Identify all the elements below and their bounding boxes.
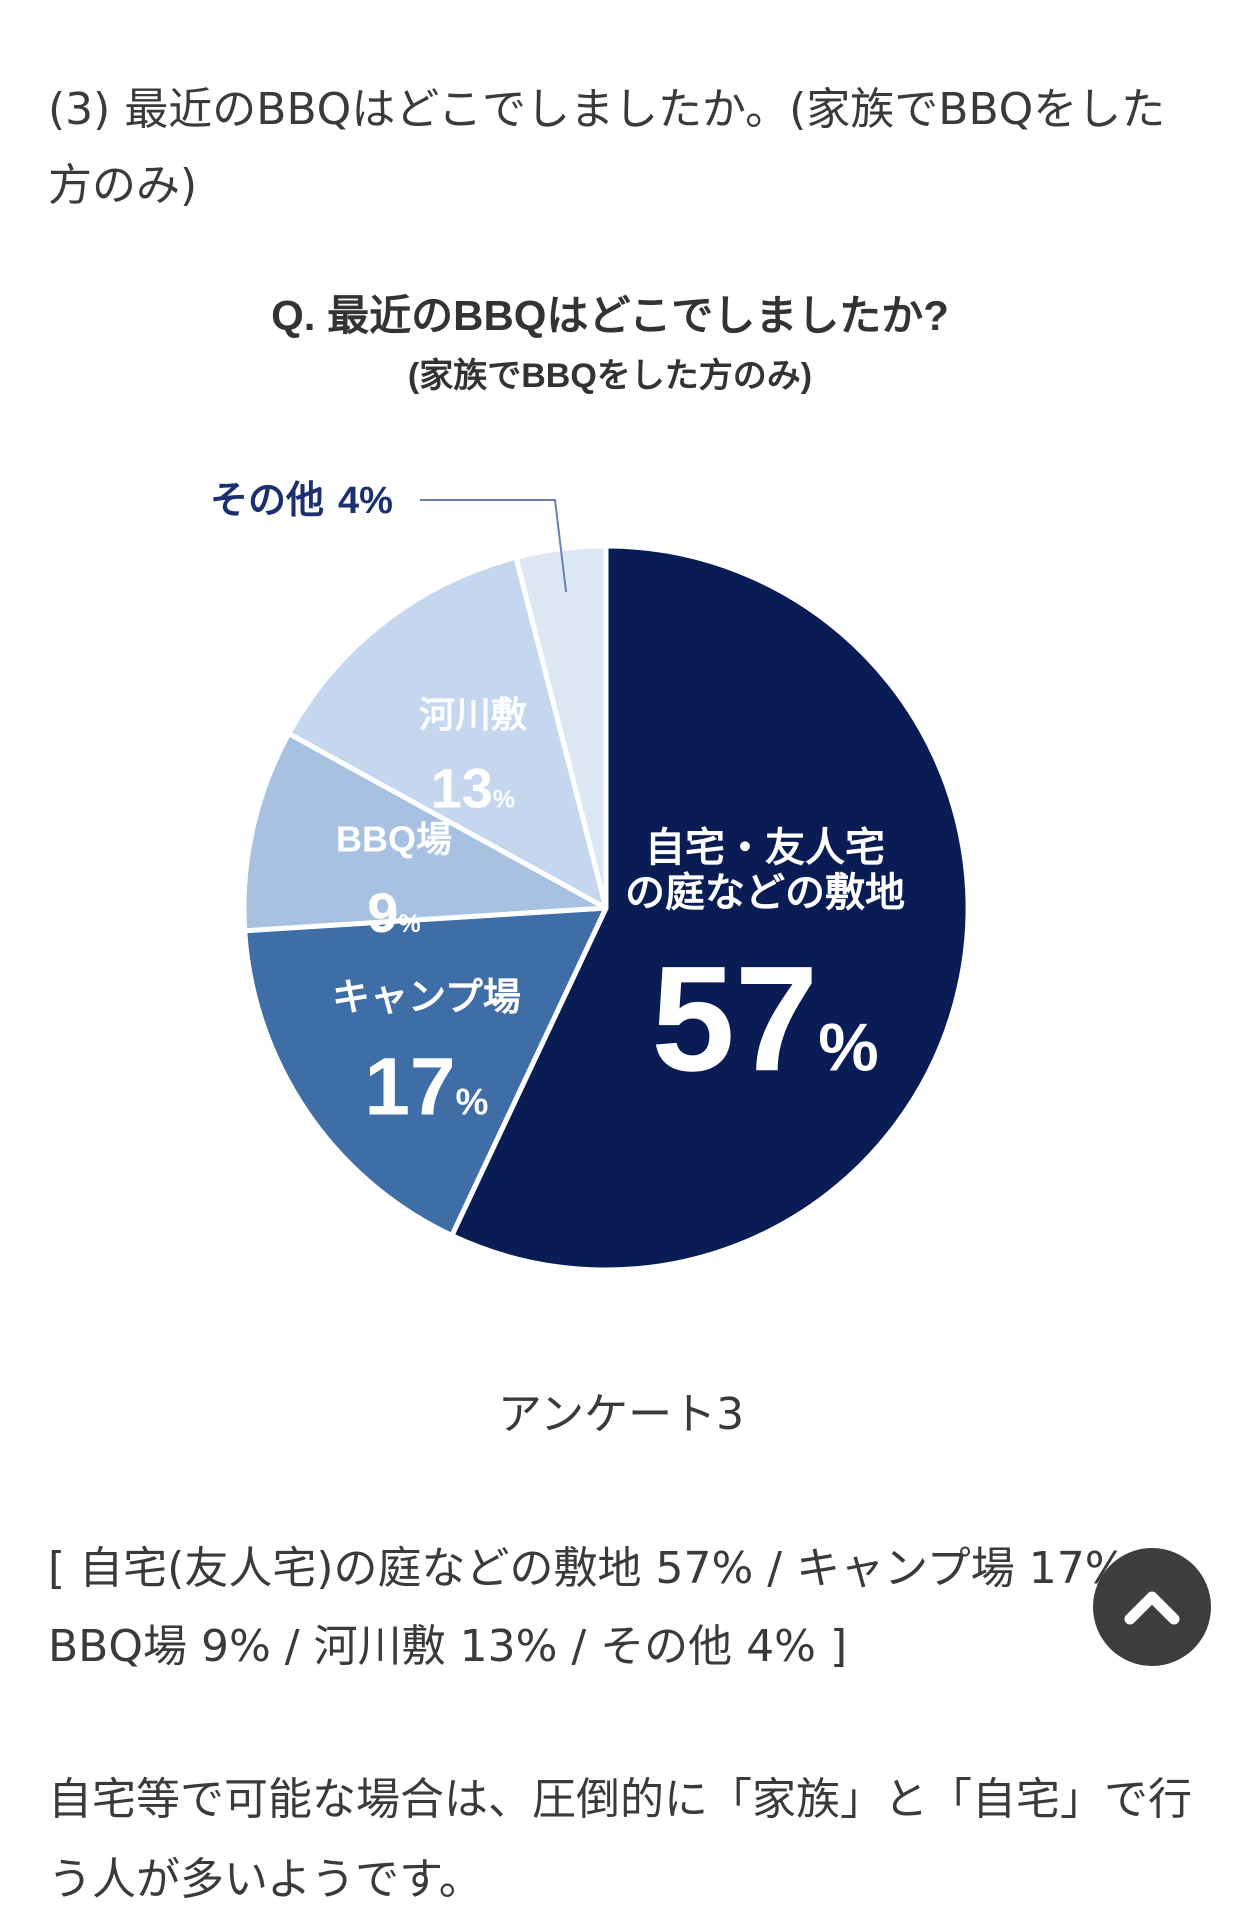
figure-caption: アンケート3 — [497, 1389, 745, 1440]
slice-value: 17% — [364, 1042, 488, 1133]
slice-value: 13% — [431, 757, 516, 820]
slice-value: 4% — [338, 480, 393, 522]
chevron-up-icon — [1124, 1591, 1180, 1625]
chart-subtitle: (家族でBBQをした方のみ) — [408, 357, 812, 395]
slice-label: 河川敷 — [419, 694, 527, 735]
pie-slice — [242, 905, 609, 1239]
slice-label: 自宅・友人宅 — [645, 825, 885, 870]
slice-label: その他 — [210, 480, 324, 522]
leader-line — [420, 499, 568, 593]
intro-text: (3) 最近のBBQはどこでしましたか。(家族でBBQをした方のみ) — [48, 84, 1166, 211]
conclusion-text: 自宅等で可能な場合は、圧倒的に「家族」と「自宅」で行う人が多いようです。 — [48, 1774, 1192, 1905]
results-summary: [ 自宅(友人宅)の庭などの敷地 57% / キャンプ場 17% / BBQ場 … — [48, 1543, 1156, 1672]
slice-value: 57% — [651, 934, 878, 1102]
scroll-to-top-button[interactable] — [1093, 1548, 1211, 1666]
slice-label: の庭などの敷地 — [625, 871, 905, 915]
pie-slice — [241, 731, 609, 934]
pie-slice — [449, 543, 971, 1273]
pie-chart: Q. 最近のBBQはどこでしましたか? (家族でBBQをした方のみ) 自宅・友人宅の… — [0, 280, 1242, 1300]
pie-chart-svg: Q. 最近のBBQはどこでしましたか? (家族でBBQをした方のみ) 自宅・友人宅の… — [210, 292, 971, 1273]
slice-value: 9% — [367, 881, 420, 944]
pie-slice — [286, 554, 609, 911]
chart-title: Q. 最近のBBQはどこでしましたか? — [271, 292, 949, 339]
slice-label: BBQ場 — [336, 818, 452, 859]
slice-label: キャンプ場 — [332, 977, 521, 1019]
